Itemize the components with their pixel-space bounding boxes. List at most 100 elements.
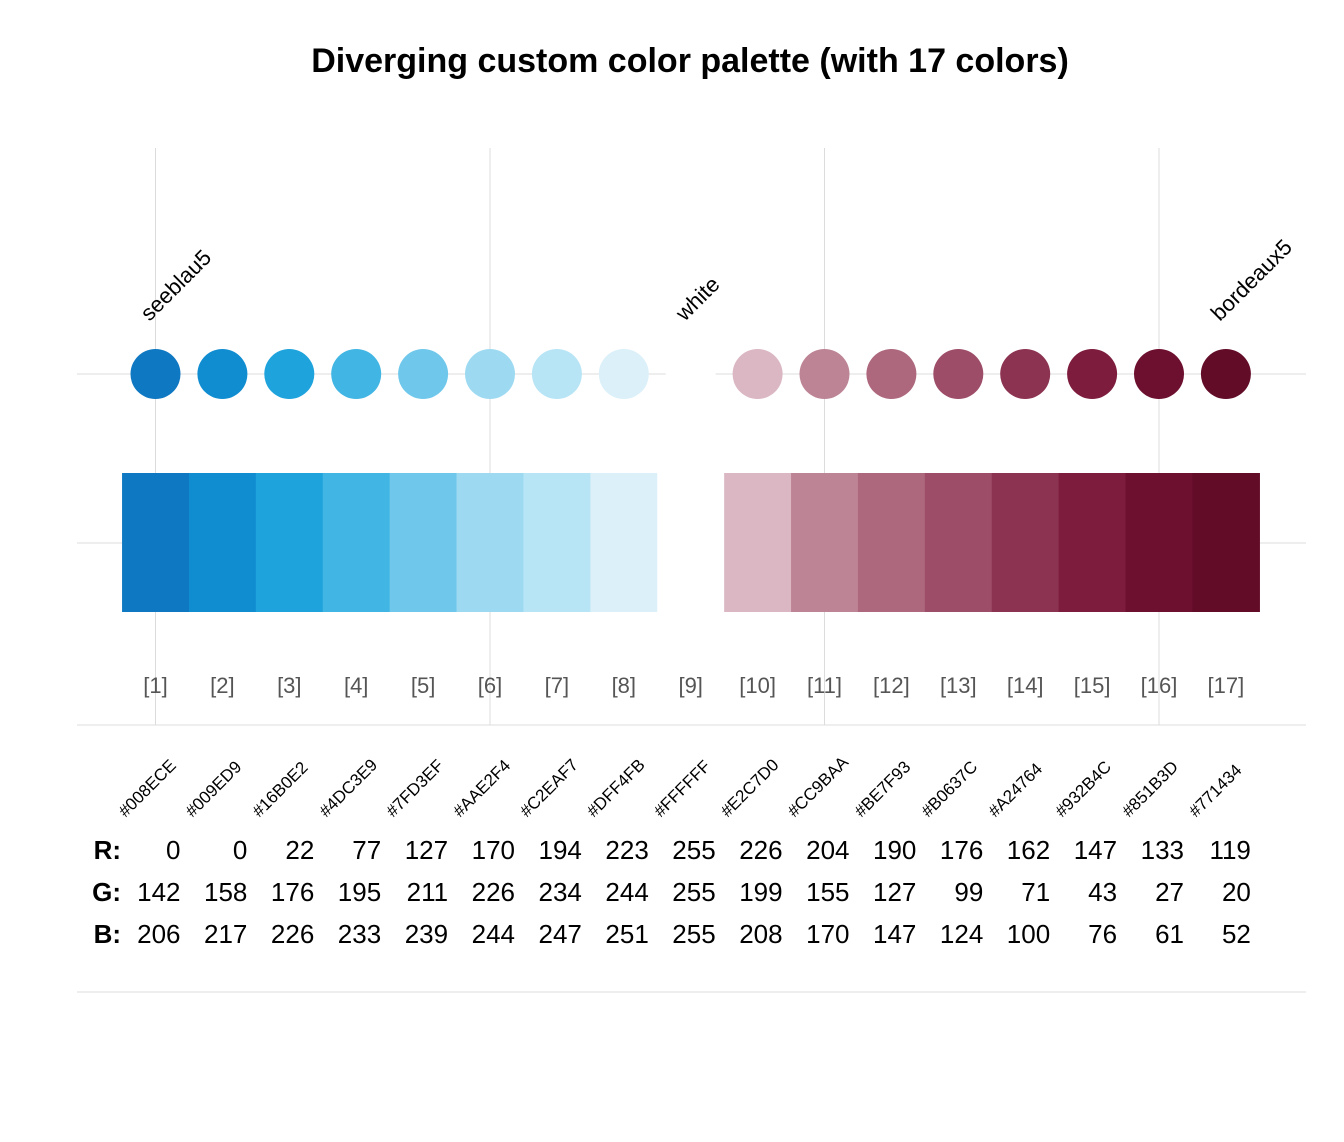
index-label: [10] xyxy=(739,673,776,698)
index-label: [11] xyxy=(807,673,842,698)
rgb-value: 255 xyxy=(672,919,715,949)
color-dot xyxy=(465,349,515,399)
color-name-label: white xyxy=(670,272,725,327)
hex-label: #B0637C xyxy=(918,757,982,821)
rgb-value: 162 xyxy=(1007,835,1050,865)
rgb-value: 247 xyxy=(539,919,582,949)
color-dot xyxy=(732,349,783,399)
rgb-value: 142 xyxy=(137,877,180,907)
index-label: [16] xyxy=(1141,673,1178,698)
color-dot xyxy=(1000,349,1051,399)
color-dot xyxy=(665,349,716,399)
color-bar xyxy=(924,473,993,612)
rgb-value: 20 xyxy=(1222,877,1251,907)
hex-label: #932B4C xyxy=(1051,757,1115,821)
rgb-value: 217 xyxy=(204,919,247,949)
color-dot xyxy=(531,349,582,399)
rgb-value: 244 xyxy=(605,877,648,907)
hex-label: #DFF4FB xyxy=(583,755,649,821)
color-dot xyxy=(799,349,850,399)
hex-label: #009ED9 xyxy=(182,757,246,821)
rgb-value: 0 xyxy=(166,835,180,865)
color-dot xyxy=(398,349,449,399)
index-label: [5] xyxy=(411,673,435,698)
rgb-value: 43 xyxy=(1088,877,1117,907)
rgb-value: 52 xyxy=(1222,919,1251,949)
hex-label: #A24764 xyxy=(985,759,1047,821)
color-bar xyxy=(791,473,859,612)
rgb-value: 170 xyxy=(806,919,849,949)
rgb-value: 194 xyxy=(539,835,582,865)
rgb-value: 170 xyxy=(472,835,515,865)
color-bar xyxy=(456,473,525,612)
color-dot xyxy=(130,349,181,399)
rgb-value: 190 xyxy=(873,835,916,865)
rgb-value: 234 xyxy=(539,877,582,907)
rgb-value: 71 xyxy=(1021,877,1050,907)
index-label: [9] xyxy=(678,673,702,698)
color-name-label: seeblau5 xyxy=(135,245,216,326)
rgb-value: 176 xyxy=(940,835,983,865)
color-dot xyxy=(866,349,917,399)
rgb-table: R: 0 0 22 77 127 170 194 223 255 226 204 190 176 162 14… xyxy=(92,835,1251,949)
color-bar xyxy=(523,473,591,612)
rgb-value: 147 xyxy=(873,919,916,949)
color-bar xyxy=(590,473,658,612)
rgb-row-label: B: xyxy=(94,919,121,949)
rgb-value: 77 xyxy=(352,835,381,865)
rgb-value: 127 xyxy=(873,877,916,907)
rgb-value: 199 xyxy=(739,877,782,907)
color-bar xyxy=(1125,473,1194,612)
color-name-label: bordeaux5 xyxy=(1206,234,1297,325)
index-label: [1] xyxy=(143,673,167,698)
rgb-row-label: G: xyxy=(92,877,121,907)
color-name-labels: seeblau5 white bordeaux5 xyxy=(135,234,1297,326)
color-bar xyxy=(389,473,458,612)
index-label: [6] xyxy=(478,673,502,698)
color-dot xyxy=(598,349,649,399)
color-bar xyxy=(857,473,926,612)
color-dot xyxy=(1067,349,1118,399)
rgb-value: 208 xyxy=(739,919,782,949)
rgb-value: 244 xyxy=(472,919,515,949)
hex-label: #FFFFFF xyxy=(650,757,714,821)
hex-label: #CC9BAA xyxy=(784,752,853,821)
index-label: [12] xyxy=(873,673,910,698)
rgb-value: 147 xyxy=(1074,835,1117,865)
hex-label: #771434 xyxy=(1185,761,1245,821)
color-dot xyxy=(933,349,984,399)
rgb-value: 158 xyxy=(204,877,247,907)
color-dot xyxy=(331,349,382,399)
color-bar xyxy=(322,473,391,612)
rgb-value: 99 xyxy=(954,877,983,907)
color-bars xyxy=(122,473,1260,612)
hex-label: #E2C7D0 xyxy=(717,755,783,821)
index-label: [17] xyxy=(1208,673,1245,698)
color-bar xyxy=(1058,473,1127,612)
rgb-value: 239 xyxy=(405,919,448,949)
rgb-value: 226 xyxy=(271,919,314,949)
rgb-value: 223 xyxy=(605,835,648,865)
rgb-value: 195 xyxy=(338,877,381,907)
hex-label: #C2EAF7 xyxy=(516,755,582,821)
index-label: [15] xyxy=(1074,673,1111,698)
rgb-value: 124 xyxy=(940,919,983,949)
color-dot xyxy=(197,349,248,399)
rgb-value: 204 xyxy=(806,835,849,865)
index-label: [4] xyxy=(344,673,368,698)
color-bar xyxy=(1192,473,1260,612)
hex-label: #4DC3E9 xyxy=(316,755,382,821)
chart-title: Diverging custom color palette (with 17 … xyxy=(311,42,1069,80)
rgb-value: 255 xyxy=(672,877,715,907)
hex-label: #AAE2F4 xyxy=(449,756,514,821)
color-bar xyxy=(657,473,725,612)
rgb-value: 127 xyxy=(405,835,448,865)
hex-labels: #008ECE #009ED9 #16B0E2 #4DC3E9 #7FD3EF #AAE2… xyxy=(115,752,1246,821)
rgb-value: 226 xyxy=(739,835,782,865)
rgb-value: 133 xyxy=(1141,835,1184,865)
rgb-value: 100 xyxy=(1007,919,1050,949)
rgb-value: 176 xyxy=(271,877,314,907)
hex-label: #851B3D xyxy=(1118,757,1182,821)
rgb-value: 119 xyxy=(1209,835,1250,865)
